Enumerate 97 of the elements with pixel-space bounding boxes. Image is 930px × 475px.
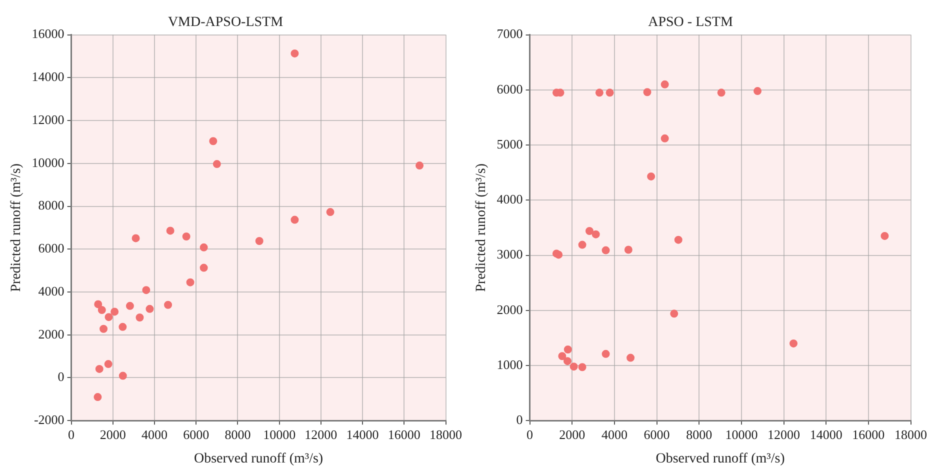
point bbox=[602, 350, 610, 358]
x-tick-label: 8000 bbox=[686, 426, 712, 442]
point bbox=[564, 346, 572, 354]
y-tick-label: 16000 bbox=[32, 26, 64, 42]
x-tick-label: 4000 bbox=[601, 426, 628, 442]
point bbox=[166, 226, 174, 235]
point bbox=[290, 49, 299, 58]
x-tick-label: 4000 bbox=[142, 426, 168, 442]
x-tick-label: 8000 bbox=[224, 426, 251, 442]
point bbox=[578, 240, 586, 249]
point bbox=[660, 134, 669, 142]
point bbox=[326, 208, 334, 216]
point bbox=[142, 286, 150, 294]
point bbox=[200, 264, 208, 272]
x-axis-title: Observed runoff (m³/s) bbox=[194, 451, 324, 466]
x-tick-label: 12000 bbox=[768, 426, 800, 442]
point bbox=[660, 80, 669, 88]
x-axis-title: Observed runoff (m³/s) bbox=[656, 451, 786, 466]
y-tick-label: 14000 bbox=[32, 69, 64, 84]
y-tick-label: 6000 bbox=[38, 240, 64, 256]
x-tick-label: 0 bbox=[526, 426, 534, 442]
point bbox=[578, 363, 586, 372]
point bbox=[570, 362, 578, 371]
point bbox=[626, 354, 635, 362]
point bbox=[754, 87, 762, 96]
point bbox=[104, 313, 113, 322]
point bbox=[643, 88, 652, 96]
x-tick-label: 18000 bbox=[894, 426, 927, 442]
y-tick-label: 1000 bbox=[496, 356, 523, 372]
point bbox=[624, 246, 632, 254]
point bbox=[606, 88, 614, 97]
point bbox=[790, 339, 798, 348]
x-tick-label: 18000 bbox=[430, 426, 462, 442]
y-tick-label: 2000 bbox=[38, 326, 64, 342]
point bbox=[595, 88, 604, 97]
y-tick-label: 10000 bbox=[32, 154, 64, 170]
y-tick-label: 3000 bbox=[496, 246, 523, 262]
point bbox=[182, 232, 190, 240]
y-tick-label: 0 bbox=[58, 369, 64, 384]
x-tick-label: 14000 bbox=[810, 426, 842, 442]
x-tick-label: 6000 bbox=[183, 426, 210, 442]
x-tick-label: 12000 bbox=[304, 426, 338, 442]
point bbox=[554, 250, 563, 259]
y-tick-label: -2000 bbox=[34, 412, 64, 428]
point bbox=[132, 234, 140, 242]
point bbox=[255, 236, 264, 245]
point bbox=[186, 278, 194, 286]
y-tick-label: 8000 bbox=[38, 198, 64, 213]
point bbox=[200, 243, 208, 252]
point bbox=[94, 393, 102, 402]
point bbox=[585, 227, 594, 236]
x-tick-label: 6000 bbox=[644, 426, 670, 442]
point bbox=[95, 364, 104, 373]
y-tick-label: 2000 bbox=[496, 302, 523, 317]
point bbox=[104, 360, 112, 368]
x-tick-label: 14000 bbox=[346, 426, 379, 442]
x-tick-label: 16000 bbox=[388, 426, 420, 442]
y-tick-label: 7000 bbox=[496, 26, 523, 42]
chart-title: VMD-APSO-LSTM bbox=[168, 15, 284, 30]
point bbox=[602, 246, 610, 254]
point bbox=[98, 306, 106, 314]
point bbox=[212, 160, 221, 168]
x-tick-label: 2000 bbox=[100, 426, 126, 442]
point bbox=[94, 300, 102, 308]
point bbox=[209, 137, 218, 146]
y-axis-title: Predicted runoff (m³/s) bbox=[9, 163, 24, 292]
point bbox=[110, 308, 119, 316]
x-tick-label: 16000 bbox=[852, 426, 885, 442]
point bbox=[164, 300, 172, 309]
point bbox=[118, 372, 127, 380]
point bbox=[290, 216, 299, 224]
point bbox=[118, 322, 127, 331]
point bbox=[674, 236, 682, 244]
point bbox=[146, 304, 154, 313]
point bbox=[563, 357, 572, 366]
point bbox=[647, 172, 656, 180]
point bbox=[126, 302, 134, 310]
y-tick-label: 4000 bbox=[38, 283, 64, 298]
x-tick-label: 2000 bbox=[559, 426, 586, 442]
x-tick-label: 10000 bbox=[725, 426, 758, 442]
point bbox=[136, 314, 144, 322]
y-tick-label: 12000 bbox=[32, 112, 64, 127]
point bbox=[670, 310, 678, 318]
point bbox=[880, 232, 889, 240]
point bbox=[592, 230, 600, 238]
y-tick-label: 6000 bbox=[496, 81, 523, 96]
y-tick-label: 0 bbox=[516, 412, 523, 428]
x-tick-label: 0 bbox=[68, 426, 75, 442]
point bbox=[717, 88, 726, 97]
x-tick-label: 10000 bbox=[263, 426, 296, 442]
point bbox=[100, 324, 108, 333]
point bbox=[558, 352, 566, 360]
y-tick-label: 4000 bbox=[496, 192, 523, 207]
y-tick-label: 5000 bbox=[496, 136, 523, 152]
point bbox=[416, 162, 424, 170]
chart-title: APSO - LSTM bbox=[648, 15, 734, 30]
y-axis-title: Predicted runoff (m³/s) bbox=[474, 163, 490, 292]
